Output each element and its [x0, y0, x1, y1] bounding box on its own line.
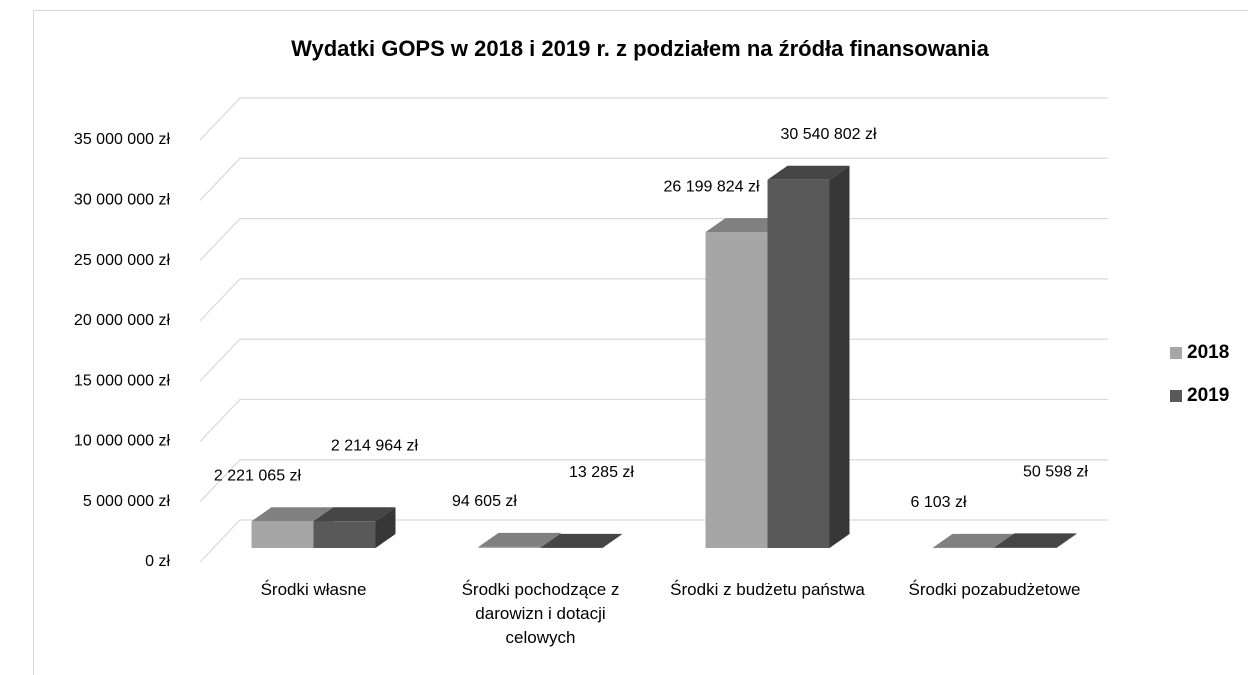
y-tick-label: 0 zł: [145, 553, 170, 570]
grid-line: [199, 278, 1108, 322]
legend-swatch: [1170, 390, 1182, 402]
bar-top: [767, 165, 850, 180]
grid-line: [199, 157, 1108, 201]
bar-top: [313, 507, 396, 522]
bar-top: [478, 532, 561, 547]
bar-top: [251, 507, 334, 522]
frame: [33, 10, 1248, 675]
bar: [313, 507, 396, 548]
bar-side: [1056, 533, 1077, 548]
value-label: 94 605 zł: [452, 493, 517, 510]
bar-side: [602, 533, 623, 548]
bar-front: [251, 521, 314, 548]
value-label: 2 221 065 zł: [214, 467, 302, 484]
x-tick-label: Środki z budżetu państwa: [670, 580, 865, 599]
value-label: 30 540 802 zł: [780, 126, 877, 143]
y-tick-label: 30 000 000 zł: [74, 192, 171, 209]
bar-side: [540, 532, 561, 548]
x-tick-label: Środki pozabudżetowe: [908, 580, 1081, 599]
legend-label: 2019: [1187, 385, 1229, 406]
bar-top: [932, 533, 1015, 548]
y-tick-label: 20 000 000 zł: [74, 312, 171, 329]
bar-side: [829, 165, 850, 548]
bar: [478, 532, 561, 548]
y-tick-label: 35 000 000 zł: [74, 131, 171, 148]
bar: [767, 165, 850, 548]
y-tick-label: 10 000 000 zł: [74, 433, 171, 450]
value-label: 6 103 zł: [910, 494, 966, 511]
bar: [994, 533, 1077, 548]
grid-line: [199, 398, 1108, 442]
bar-front: [705, 232, 768, 548]
value-label: 26 199 824 zł: [663, 178, 760, 195]
value-label: 13 285 zł: [569, 464, 634, 481]
grid-line: [199, 459, 1108, 503]
chart-title: Wydatki GOPS w 2018 i 2019 r. z podziałe…: [291, 36, 989, 61]
value-label: 50 598 zł: [1023, 464, 1088, 481]
y-tick-label: 25 000 000 zł: [74, 252, 171, 269]
y-tick-label: 5 000 000 zł: [83, 493, 171, 510]
grid-line: [199, 217, 1108, 261]
bar: [540, 533, 623, 548]
bar-front: [994, 547, 1057, 548]
bar-front: [478, 546, 541, 548]
bar-front: [313, 521, 376, 548]
legend-swatch: [1170, 347, 1182, 359]
grid-line: [199, 97, 1108, 141]
y-tick-label: 15 000 000 zł: [74, 372, 171, 389]
legend-label: 2018: [1187, 342, 1229, 363]
bar-top: [540, 533, 623, 548]
bar-front: [767, 179, 830, 548]
value-label: 2 214 964 zł: [331, 438, 419, 455]
x-tick-label: Środki pochodzące z darowizn i dotacji c…: [461, 580, 620, 647]
x-tick-label: Środki własne: [260, 580, 367, 599]
bar-top: [705, 218, 788, 233]
grid-line: [199, 338, 1108, 382]
bar-top: [994, 533, 1077, 548]
bar-side: [375, 507, 396, 548]
